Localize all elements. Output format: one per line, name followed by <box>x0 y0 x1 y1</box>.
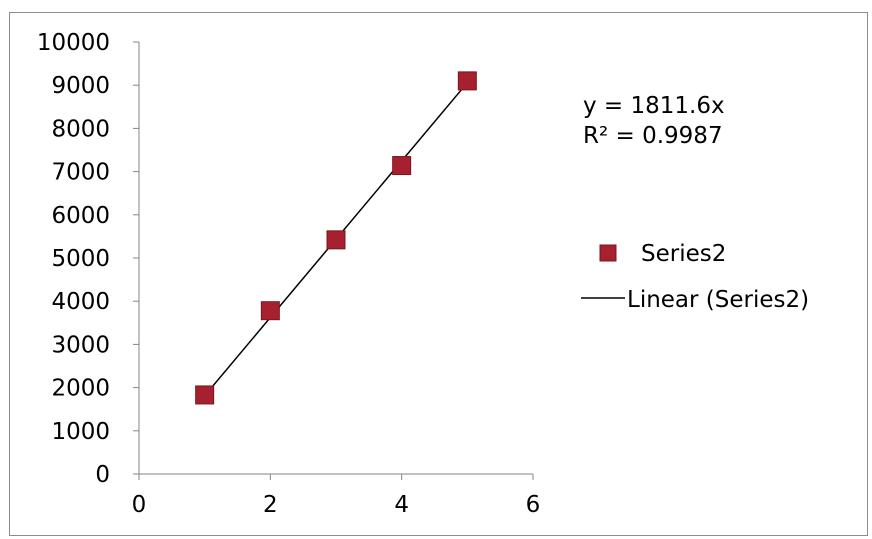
y-tick-label: 6000 <box>51 203 110 229</box>
y-tick-label: 0 <box>95 462 110 488</box>
y-tick-label: 7000 <box>51 160 110 186</box>
y-tick-label: 2000 <box>51 376 110 402</box>
data-point <box>260 301 280 321</box>
x-tick-label: 0 <box>132 492 147 518</box>
y-tick-label: 1000 <box>51 419 110 445</box>
legend-label-series2: Series2 <box>641 241 726 267</box>
trendline-r-squared: R² = 0.9987 <box>583 123 723 149</box>
data-point <box>195 385 215 405</box>
chart-frame <box>9 12 868 536</box>
y-tick-label: 9000 <box>51 73 110 99</box>
data-points <box>195 71 477 405</box>
y-tick-label: 4000 <box>51 289 110 315</box>
tick-labels: 0 1000 2000 3000 4000 5000 6000 7000 8000 9000 100… <box>37 30 540 518</box>
data-point <box>457 71 477 91</box>
legend: Series2 Linear (Series2) <box>581 241 809 313</box>
legend-marker-series2 <box>599 244 617 262</box>
y-tick-label: 8000 <box>51 116 110 142</box>
y-tick-label: 5000 <box>51 246 110 272</box>
legend-label-linear: Linear (Series2) <box>627 287 809 313</box>
y-tick-label: 10000 <box>37 30 110 56</box>
axes <box>133 41 534 480</box>
y-tick-label: 3000 <box>51 332 110 358</box>
x-tick-label: 4 <box>394 492 409 518</box>
x-tick-label: 6 <box>526 492 541 518</box>
trendline-equation: y = 1811.6x <box>583 93 725 119</box>
data-point <box>392 156 412 176</box>
x-tick-label: 2 <box>263 492 278 518</box>
data-point <box>326 230 346 250</box>
